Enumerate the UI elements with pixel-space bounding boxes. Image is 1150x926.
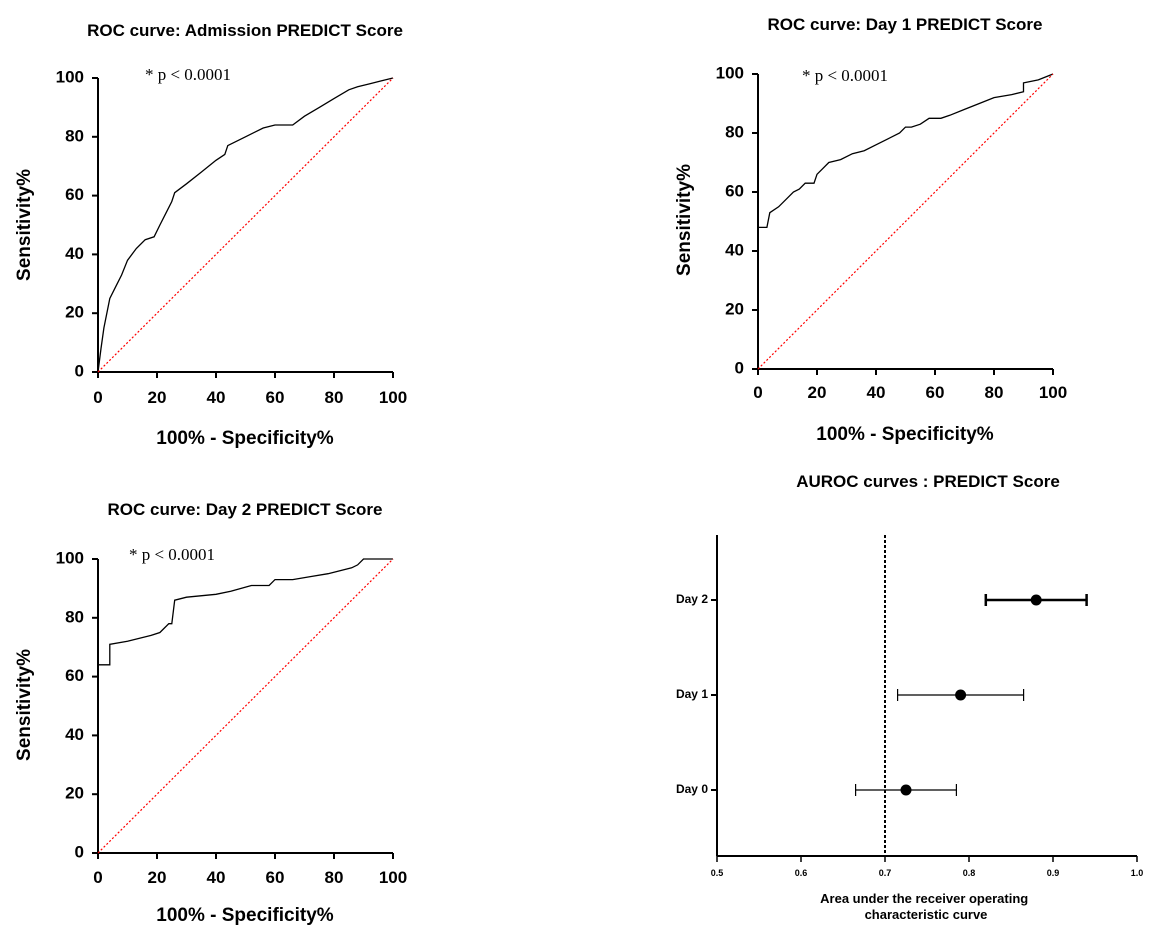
y-tick-label: 20 <box>725 299 744 318</box>
significance-annotation: * p < 0.0001 <box>129 545 215 564</box>
y-tick-label: 40 <box>65 244 84 263</box>
roc-curve-line <box>757 73 1054 369</box>
y-axis-label: Sensitivity% <box>14 649 35 761</box>
x-tick-label: 1.0 <box>1131 868 1144 878</box>
x-tick-label: 0.7 <box>879 868 892 878</box>
x-ticks: 0 20 40 60 80 100 <box>753 383 1067 402</box>
y-tick-label: 0 <box>75 842 84 861</box>
x-tick-label: 80 <box>325 868 344 887</box>
y-tick-label: 60 <box>65 185 84 204</box>
chart-title: ROC curve: Day 1 PREDICT Score <box>768 15 1043 34</box>
x-axis-label: 100% - Specificity% <box>816 424 994 445</box>
roc-panel-day2: ROC curve: Day 2 PREDICT Score * p < 0.0… <box>14 500 407 926</box>
y-tick-label: 100 <box>56 67 84 86</box>
reference-diagonal-line <box>97 558 394 854</box>
significance-annotation: * p < 0.0001 <box>802 66 888 85</box>
plot-area <box>92 77 394 378</box>
y-axis-label: Sensitivity% <box>14 169 35 281</box>
plot-area <box>92 558 394 859</box>
x-axis-label-line: Area under the receiver operating <box>820 891 1028 906</box>
y-tick-label: 80 <box>65 607 84 626</box>
y-tick-label: 40 <box>725 240 744 259</box>
y-tick-label: 0 <box>735 358 744 377</box>
y-ticks: 0 20 40 60 80 100 <box>716 63 744 377</box>
auroc-panel: AUROC curves : PREDICT Score Day 2 Day 1… <box>676 472 1143 922</box>
y-axis-label: Sensitivity% <box>674 164 695 276</box>
chart-title: ROC curve: Admission PREDICT Score <box>87 21 403 40</box>
auroc-point <box>955 689 967 701</box>
x-tick-label: 0 <box>93 388 102 407</box>
x-tick-label: 80 <box>985 383 1004 402</box>
y-tick-label: 0 <box>75 361 84 380</box>
roc-panel-day1: ROC curve: Day 1 PREDICT Score * p < 0.0… <box>674 15 1067 445</box>
x-tick-label: 0.9 <box>1047 868 1060 878</box>
x-tick-label: 100 <box>379 388 407 407</box>
y-tick-label: 60 <box>725 181 744 200</box>
plot-area <box>752 73 1054 375</box>
chart-title: ROC curve: Day 2 PREDICT Score <box>108 500 383 519</box>
y-tick-label: 20 <box>65 303 84 322</box>
y-ticks: 0 20 40 60 80 100 <box>56 548 84 861</box>
x-tick-label: 100 <box>1039 383 1067 402</box>
x-tick-label: 40 <box>867 383 886 402</box>
y-tick-label: 100 <box>56 548 84 567</box>
x-tick-label: 0.6 <box>795 868 808 878</box>
y-tick-label: 100 <box>716 63 744 82</box>
category-label: Day 1 <box>676 687 708 701</box>
y-tick-label: 80 <box>65 126 84 145</box>
x-tick-label: 20 <box>148 388 167 407</box>
reference-diagonal-line <box>757 73 1054 370</box>
significance-annotation: * p < 0.0001 <box>145 65 231 84</box>
category-label: Day 2 <box>676 592 708 606</box>
x-tick-label: 40 <box>207 388 226 407</box>
x-tick-label: 0.8 <box>963 868 976 878</box>
x-ticks: 0 20 40 60 80 100 <box>93 868 407 887</box>
y-tick-label: 80 <box>725 122 744 141</box>
x-tick-label: 60 <box>926 383 945 402</box>
x-tick-label: 40 <box>207 868 226 887</box>
x-axis-label-line: characteristic curve <box>865 907 988 922</box>
x-ticks: 0 20 40 60 80 100 <box>93 388 407 407</box>
y-tick-label: 20 <box>65 784 84 803</box>
roc-curve-line <box>97 558 393 853</box>
auroc-point <box>1030 594 1042 606</box>
category-labels: Day 2 Day 1 Day 0 <box>676 592 708 796</box>
chart-title: AUROC curves : PREDICT Score <box>796 472 1060 491</box>
x-axis-label: 100% - Specificity% <box>156 905 334 926</box>
x-tick-label: 0 <box>93 868 102 887</box>
x-tick-label: 80 <box>325 388 344 407</box>
plot-area <box>711 535 1138 862</box>
roc-panel-admission: ROC curve: Admission PREDICT Score * p <… <box>14 21 407 449</box>
x-tick-label: 0.5 <box>711 868 724 878</box>
category-label: Day 0 <box>676 782 708 796</box>
x-tick-label: 60 <box>266 388 285 407</box>
x-tick-label: 60 <box>266 868 285 887</box>
auroc-point <box>900 784 912 796</box>
x-tick-label: 20 <box>148 868 167 887</box>
y-tick-label: 60 <box>65 666 84 685</box>
x-axis-label: Area under the receiver operating charac… <box>820 891 1032 922</box>
x-tick-label: 100 <box>379 868 407 887</box>
x-axis-label: 100% - Specificity% <box>156 428 334 449</box>
x-tick-label: 0 <box>753 383 762 402</box>
y-ticks: 0 20 40 60 80 100 <box>56 67 84 380</box>
reference-diagonal-line <box>97 77 394 373</box>
y-tick-label: 40 <box>65 725 84 744</box>
x-tick-label: 20 <box>808 383 827 402</box>
x-ticks: 0.5 0.6 0.7 0.8 0.9 1.0 <box>711 868 1144 878</box>
roc-curve-line <box>97 77 394 373</box>
